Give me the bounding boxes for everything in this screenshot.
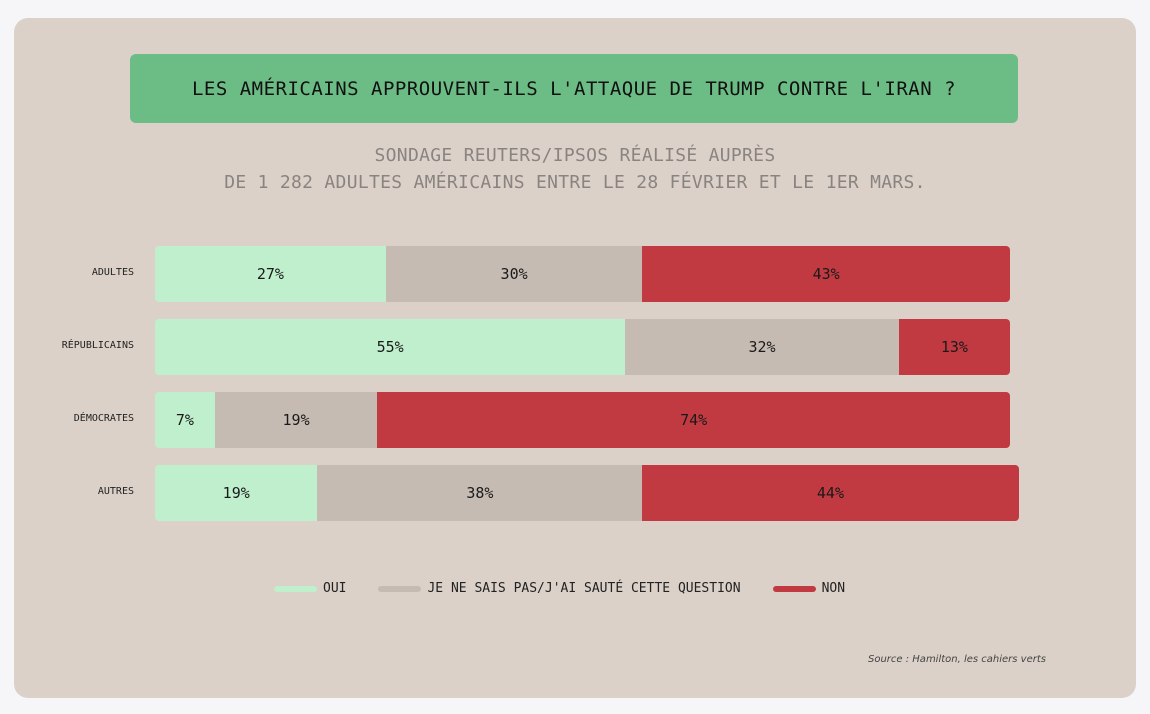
bar-row: 19% 38% 44%	[155, 465, 1019, 521]
source-note: Source : Hamilton, les cahiers verts	[868, 654, 1046, 665]
data-label: 32%	[748, 338, 776, 356]
data-label: 55%	[376, 338, 404, 356]
bar-segment: 7%	[155, 392, 215, 448]
bar-segment: 13%	[898, 319, 1010, 375]
bar-segment: 74%	[377, 392, 1010, 448]
data-label: 13%	[940, 338, 968, 356]
data-label: 27%	[256, 265, 284, 283]
chart-subtitle: SONDAGE REUTERS/IPSOS RÉALISÉ AUPRÈS DE …	[14, 142, 1136, 196]
legend-label: OUI	[323, 581, 347, 596]
category-label: AUTRES	[97, 486, 134, 497]
bar-segment: 19%	[155, 465, 318, 521]
chart-legend: OUI JE NE SAIS PAS/J'AI SAUTÉ CETTE QUEST…	[274, 581, 877, 596]
bar-segment: 55%	[155, 319, 626, 375]
subtitle-line-2: DE 1 282 ADULTES AMÉRICAINS ENTRE LE 28 …	[224, 172, 926, 193]
legend-swatch	[378, 585, 422, 592]
legend-item: OUI	[274, 581, 346, 596]
bar-segment: 38%	[317, 465, 643, 521]
bar-segment: 43%	[642, 246, 1010, 302]
legend-item: JE NE SAIS PAS/J'AI SAUTÉ CETTE QUESTION	[378, 581, 741, 596]
data-label: 74%	[680, 411, 708, 429]
subtitle-line-1: SONDAGE REUTERS/IPSOS RÉALISÉ AUPRÈS	[374, 145, 776, 166]
title-banner: LES AMÉRICAINS APPROUVENT-ILS L'ATTAQUE …	[130, 54, 1018, 123]
chart-card: LES AMÉRICAINS APPROUVENT-ILS L'ATTAQUE …	[14, 18, 1136, 698]
legend-swatch	[772, 585, 816, 592]
bar-segment: 30%	[385, 246, 643, 302]
category-label: DÉMOCRATES	[73, 413, 134, 424]
bar-segment: 32%	[625, 319, 899, 375]
chart-title: LES AMÉRICAINS APPROUVENT-ILS L'ATTAQUE …	[191, 77, 957, 100]
bar-row: 7% 19% 74%	[155, 392, 1010, 448]
bar-segment: 44%	[642, 465, 1019, 521]
data-label: 30%	[500, 265, 528, 283]
bar-row: 27% 30% 43%	[155, 246, 1010, 302]
stacked-bar-chart: ADULTES 27% 30% 43% RÉPUBLICAINS 55% 32% 13% DÉM…	[14, 18, 1136, 698]
legend-label: JE NE SAIS PAS/J'AI SAUTÉ CETTE QUESTION	[427, 581, 741, 596]
category-label: ADULTES	[91, 267, 134, 278]
legend-swatch	[274, 585, 317, 592]
data-label: 38%	[466, 484, 494, 502]
legend-label: NON	[821, 581, 846, 596]
data-label: 7%	[175, 411, 194, 429]
bar-row: 55% 32% 13%	[155, 319, 1010, 375]
data-label: 44%	[816, 484, 844, 502]
bar-segment: 27%	[155, 246, 386, 302]
data-label: 19%	[222, 484, 250, 502]
data-label: 19%	[282, 411, 310, 429]
bar-segment: 19%	[214, 392, 378, 448]
category-label: RÉPUBLICAINS	[61, 340, 134, 351]
legend-item: NON	[772, 581, 846, 596]
data-label: 43%	[812, 265, 840, 283]
